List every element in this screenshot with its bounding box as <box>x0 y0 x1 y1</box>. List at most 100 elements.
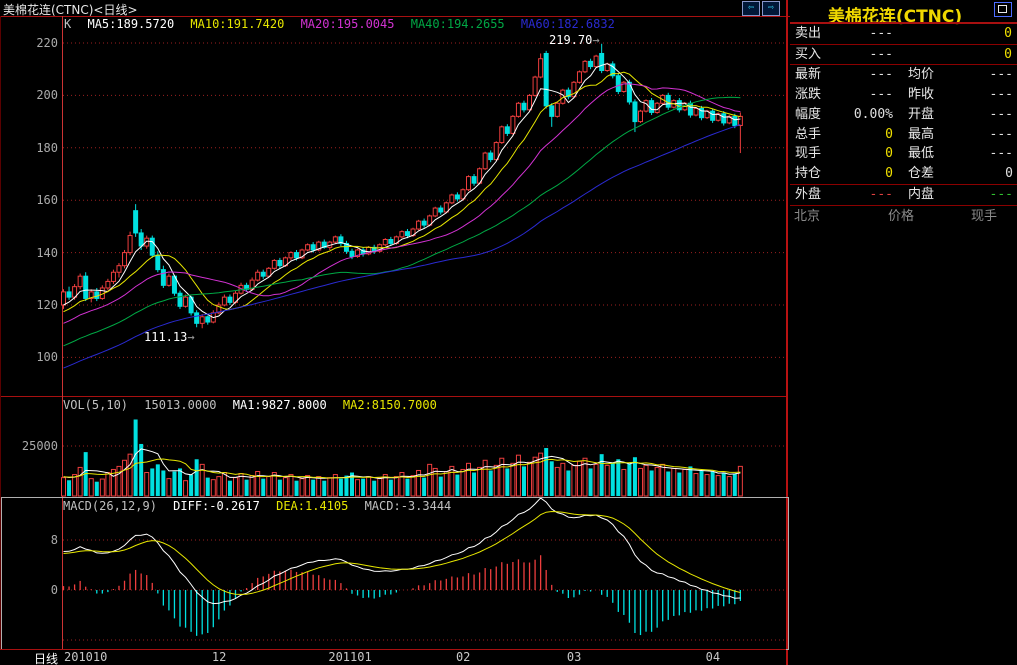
quote-label: 昨收 <box>908 87 935 102</box>
price-axis-label: 100 <box>36 350 58 365</box>
quote-label: 卖出 <box>795 26 822 41</box>
quote-value: 0 <box>1005 165 1013 181</box>
date-tick: 12 <box>211 650 227 664</box>
ma5-value: MA5:189.5720 <box>87 17 175 31</box>
vol-label: VOL(5,10) <box>63 398 129 412</box>
window-title: 美棉花连(CTNC)<日线> <box>3 3 138 17</box>
volume-axis-label: 25000 <box>21 439 58 453</box>
tape-header: 现手 <box>971 209 998 224</box>
vol-value: 15013.0000 <box>144 398 217 412</box>
low-annotation: 111.13→ <box>144 330 195 344</box>
quote-value: --- <box>989 67 1013 82</box>
ma20-value: MA20:195.0045 <box>300 17 395 31</box>
quote-value: --- <box>989 126 1013 142</box>
quote-label: 开盘 <box>908 107 935 122</box>
ma10-value: MA10:191.7420 <box>190 17 285 31</box>
date-tick: 02 <box>455 650 471 664</box>
quote-separator <box>790 183 1017 185</box>
prev-page-icon[interactable]: ⇦ <box>742 1 760 16</box>
macd-axis-label: 0 <box>50 583 58 597</box>
quote-label: 现手 <box>795 146 822 161</box>
date-tick: 201010 <box>64 650 108 664</box>
quote-row-totalvol-high: 总手 0 最高 --- <box>790 126 1017 144</box>
next-page-icon[interactable]: ⇨ <box>762 1 780 16</box>
high-arrow-icon: → <box>592 33 600 47</box>
price-axis-label: 160 <box>36 193 58 208</box>
quote-value: 0.00% <box>853 107 893 122</box>
quote-label: 最高 <box>908 126 935 142</box>
quote-label: 均价 <box>908 67 935 82</box>
quote-label: 持仓 <box>795 165 822 181</box>
price-axis-label: 180 <box>36 140 58 155</box>
time-axis <box>0 649 786 665</box>
quote-value: --- <box>989 87 1013 102</box>
quote-row-buy: 买入 --- 0 <box>790 46 1017 64</box>
vol-ma1-value: MA1:9827.8000 <box>232 398 327 412</box>
quote-label: 最新 <box>795 67 822 82</box>
tape-header: 价格 <box>888 209 915 224</box>
tape-header-row: 北京 价格 现手 <box>790 208 1017 226</box>
quote-label: 最低 <box>908 146 935 161</box>
diff-value: DIFF:-0.2617 <box>173 499 260 513</box>
dea-value: DEA:1.4105 <box>276 499 349 513</box>
chart-panel-divider <box>786 0 788 665</box>
nav-arrows: ⇦ ⇨ <box>742 1 780 16</box>
quote-value: --- <box>869 67 893 82</box>
quote-separator <box>790 43 1017 45</box>
quote-row-latest-avgprice: 最新 --- 均价 --- <box>790 66 1017 84</box>
quote-value: 0 <box>885 126 893 142</box>
volume-chart[interactable] <box>0 397 790 497</box>
low-arrow-icon: → <box>187 330 195 344</box>
macd-axis-label: 8 <box>50 533 58 547</box>
volume-indicator-header: VOL(5,10) 15013.0000 MA1:9827.8000 MA2:8… <box>63 398 446 412</box>
chart-left-edge <box>0 16 1 649</box>
quote-separator <box>790 64 1017 65</box>
quote-value: 0 <box>885 146 893 161</box>
quote-separator <box>790 22 1017 24</box>
price-axis-line <box>62 16 63 649</box>
date-tick: 03 <box>566 650 582 664</box>
quote-row-openint-delta: 持仓 0 仓差 0 <box>790 165 1017 183</box>
price-axis-label: 220 <box>36 36 58 50</box>
chart-title-bar: 美棉花连(CTNC)<日线> <box>0 0 790 17</box>
main-volume-divider <box>0 396 786 397</box>
high-annotation: 219.70→ <box>549 33 600 47</box>
price-axis-label: 200 <box>36 88 58 103</box>
quote-label: 买入 <box>795 47 822 62</box>
quote-row-change-prevclose: 涨跌 --- 昨收 --- <box>790 86 1017 104</box>
quote-panel: 美棉花连(CTNC) 卖出 --- 0 买入 --- 0 最新 --- 均价 --- 涨跌 --- 昨收… <box>790 0 1017 665</box>
quote-value: --- <box>869 47 893 62</box>
macd-label: MACD(26,12,9) <box>63 499 157 513</box>
date-tick: 04 <box>705 650 721 664</box>
quote-label: 仓差 <box>908 165 935 181</box>
k-label: K <box>64 17 72 31</box>
quote-label: 外盘 <box>795 187 822 202</box>
date-tick: 201101 <box>328 650 372 664</box>
quote-row-sell: 卖出 --- 0 <box>790 25 1017 43</box>
quote-row-range-open: 幅度 0.00% 开盘 --- <box>790 106 1017 124</box>
quote-qty: 0 <box>1004 26 1012 41</box>
quote-label: 涨跌 <box>795 87 822 102</box>
quote-value: --- <box>989 187 1013 202</box>
macd-value: MACD:-3.3444 <box>364 499 452 513</box>
quote-separator <box>790 204 1017 206</box>
quote-qty: 0 <box>1004 47 1012 62</box>
quote-value: --- <box>869 187 893 202</box>
quote-value: 0 <box>885 165 893 181</box>
vol-ma2-value: MA2:8150.7000 <box>342 398 437 412</box>
tape-header: 北京 <box>794 209 821 224</box>
quote-label: 总手 <box>795 126 822 142</box>
quote-value: --- <box>989 107 1013 122</box>
quote-value: --- <box>869 26 893 41</box>
quote-value: --- <box>869 87 893 102</box>
price-axis-label: 120 <box>36 298 58 312</box>
kline-chart[interactable] <box>0 16 790 396</box>
ma60-value: MA60:182.6832 <box>520 17 615 31</box>
macd-chart[interactable] <box>0 497 790 649</box>
ma40-value: MA40:194.2655 <box>410 17 505 31</box>
quote-row-outer-inner: 外盘 --- 内盘 --- <box>790 186 1017 204</box>
quote-label: 内盘 <box>908 187 935 202</box>
maximize-icon[interactable] <box>994 2 1012 17</box>
period-label: 日线 <box>33 652 58 665</box>
